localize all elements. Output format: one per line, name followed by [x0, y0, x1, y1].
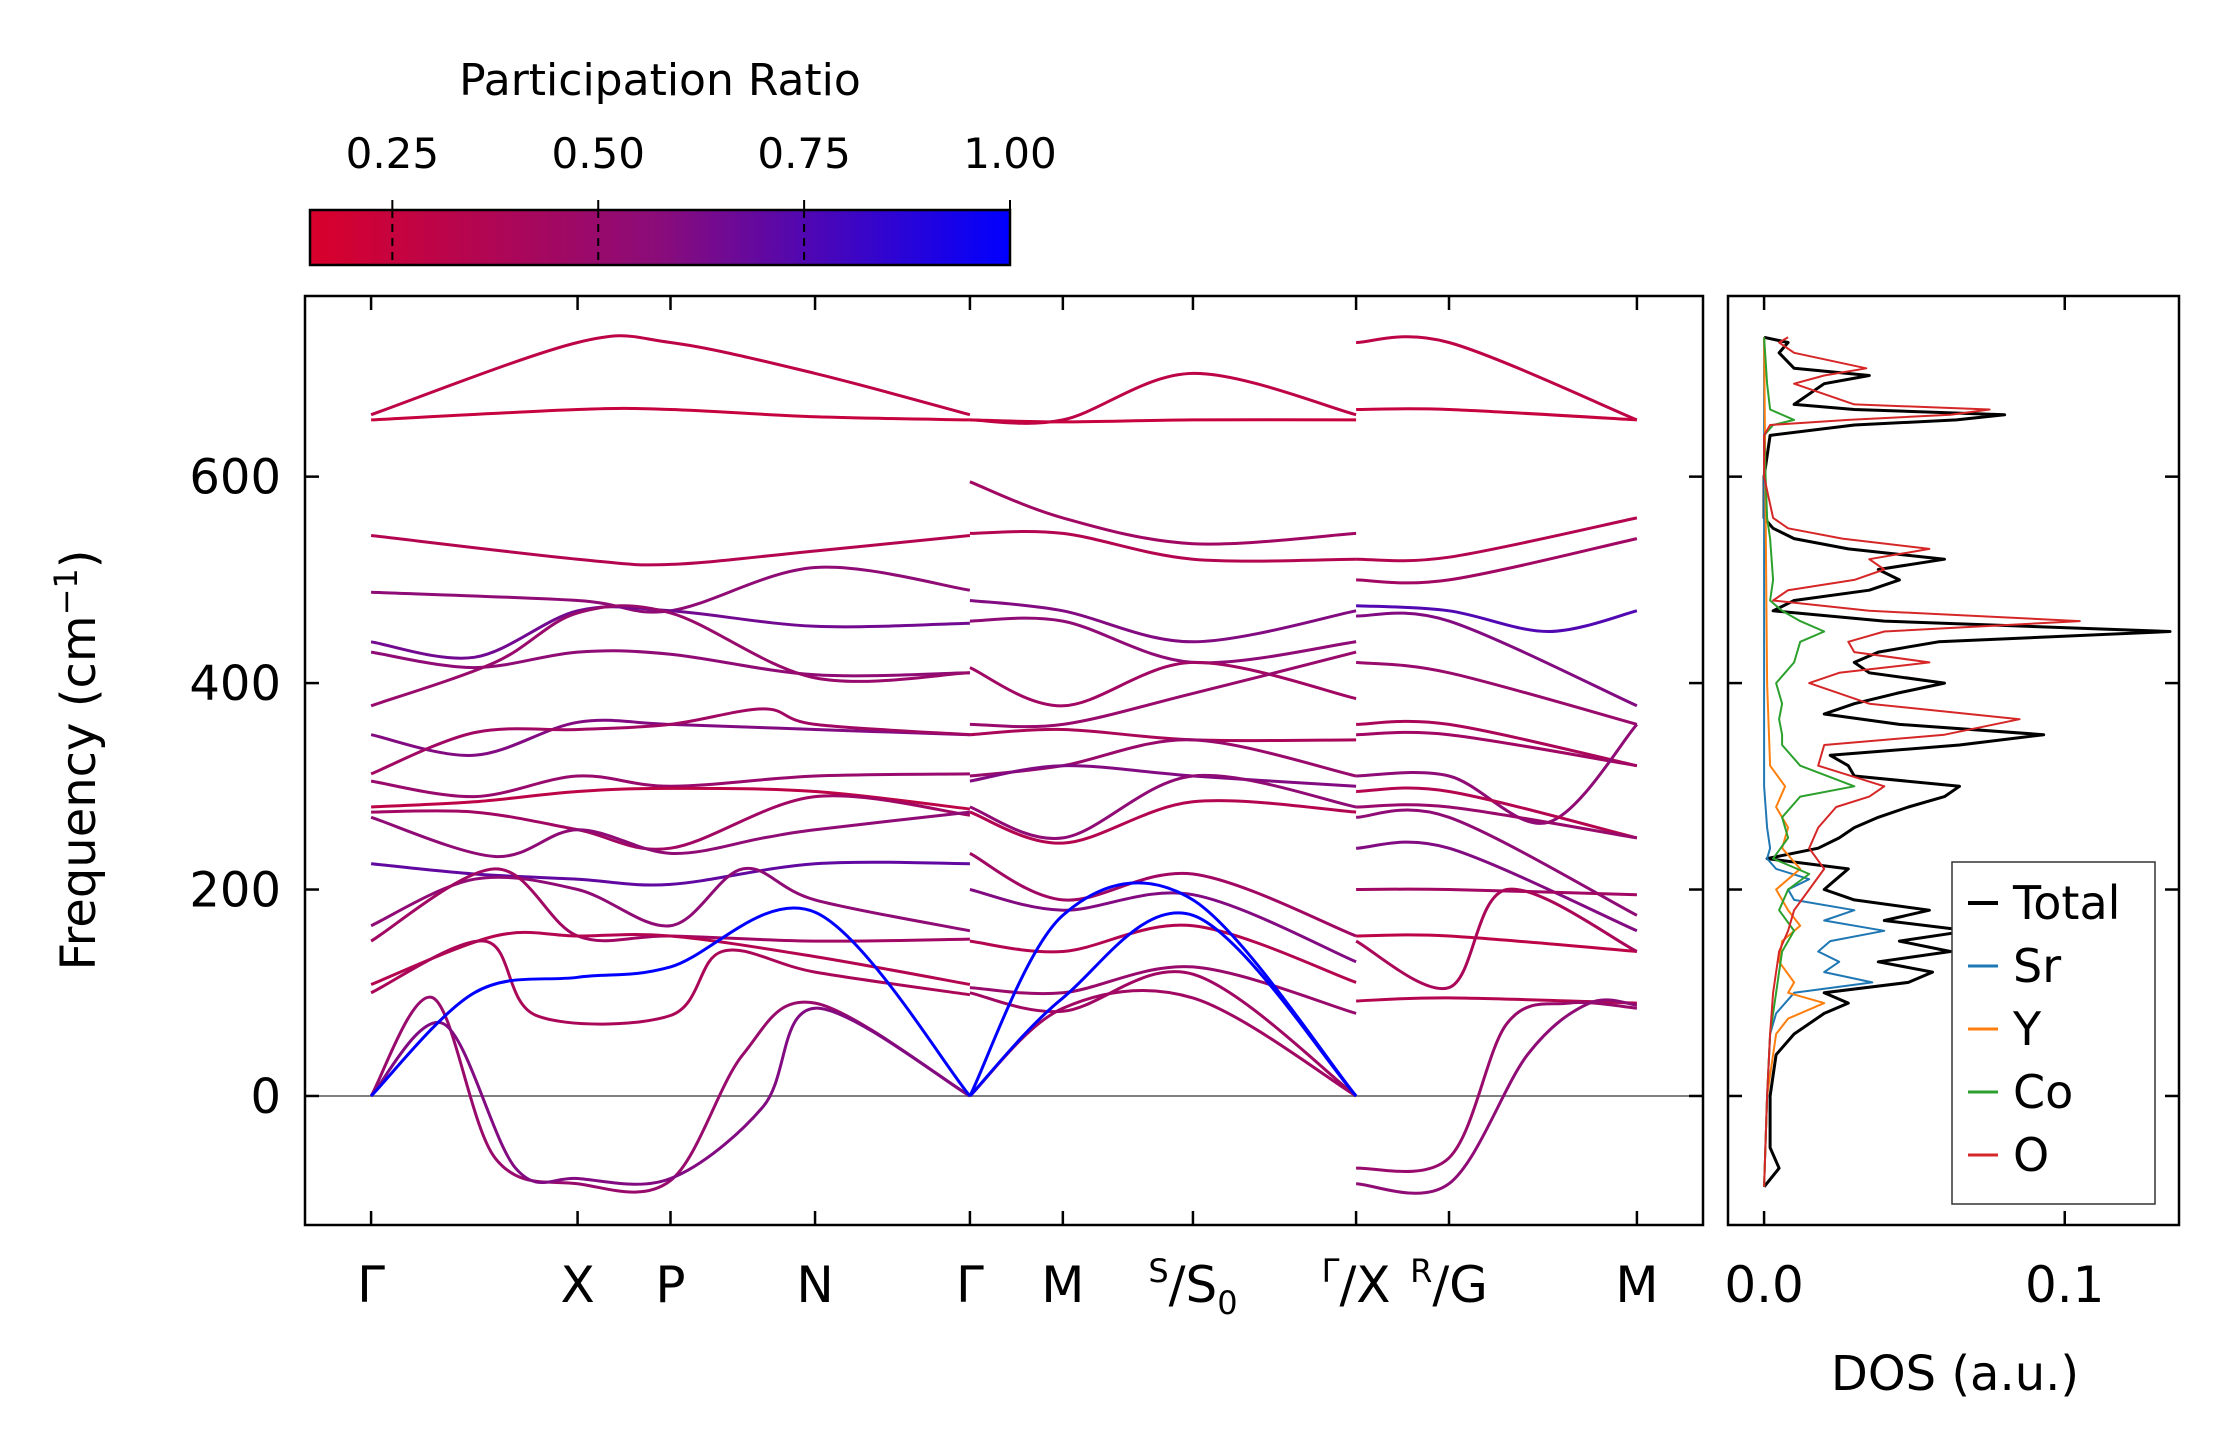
phonon-band [370, 718, 970, 757]
phonon-band [1356, 803, 1638, 840]
legend-label: O [2013, 1128, 2049, 1182]
kpoint-label: P [655, 1256, 685, 1314]
phonon-band [1356, 611, 1638, 708]
phonon-band [370, 707, 970, 776]
phonon-band [1356, 840, 1638, 933]
kpoint-label: M [1615, 1256, 1658, 1314]
legend-label: Y [2012, 1002, 2042, 1056]
phonon-band [370, 605, 970, 660]
phonon-band [370, 534, 971, 567]
phonon-band [969, 799, 1357, 845]
phonon-band [1356, 723, 1639, 825]
legend-label: Total [2012, 876, 2120, 930]
phonon-band [370, 334, 971, 417]
legend-label: Sr [2013, 939, 2061, 993]
phonon-band [370, 860, 970, 887]
y-axis-label-exponent: −1 [47, 568, 85, 615]
kpoint-label: X [560, 1256, 594, 1314]
phonon-band [369, 1006, 971, 1186]
phonon-band [370, 810, 971, 859]
colorbar-tick-label: 0.75 [757, 129, 851, 178]
phonon-band [969, 371, 1357, 425]
dos-plot-frame [1726, 294, 2181, 1227]
y-tick-label: 400 [189, 656, 281, 712]
colorbar-label: Participation Ratio [459, 55, 861, 106]
phonon-band [1356, 887, 1637, 897]
colorbar-tick-label: 0.50 [551, 129, 645, 178]
kpoint-label: R/G [1410, 1252, 1488, 1314]
phonon-band [969, 599, 1357, 644]
phonon-band [969, 616, 1357, 665]
phonon-band [1356, 407, 1637, 422]
legend-frame [1951, 861, 2156, 1205]
phonon-band [969, 480, 1357, 546]
dos-series-y [1763, 337, 1826, 1187]
colorbar: Participation Ratio 0.25 0.50 0.75 1.00 [308, 55, 1057, 267]
phonon-band [1355, 1001, 1638, 1174]
phonon-band [370, 649, 970, 678]
kpoint-label: Γ [956, 1256, 984, 1314]
y-tick-label: 0 [250, 1069, 281, 1125]
y-tick-label: 200 [189, 863, 281, 919]
phonon-band [370, 867, 970, 943]
y-axis-label: Frequency (cm−1) [47, 549, 107, 970]
phonon-band [969, 418, 1357, 424]
colorbar-tick-label: 0.25 [346, 129, 440, 178]
colorbar-gradient [308, 208, 1012, 267]
phonon-band [969, 660, 1357, 708]
phonon-band [1356, 335, 1638, 422]
y-axis-label-close: ) [51, 549, 107, 568]
dos-series-o [1763, 336, 2081, 1187]
kpoint-label: M [1041, 1256, 1084, 1314]
kpoint-label: Γ/X [1322, 1252, 1391, 1314]
y-tick-label: 600 [189, 450, 281, 506]
phonon-band [969, 970, 1357, 1098]
phonon-band [968, 988, 1357, 1098]
dos-x-tick-label: 0.0 [1724, 1256, 1804, 1314]
phonon-band [1356, 516, 1638, 563]
phonon-band [1356, 933, 1638, 953]
phonon-band [370, 772, 970, 799]
kpoint-label: S/S0 [1148, 1252, 1237, 1322]
kpoint-label: Γ [357, 1256, 385, 1314]
phonon-band [371, 786, 971, 811]
phonon-band [969, 650, 1357, 729]
phonon-band [969, 764, 1357, 788]
legend: Total Sr Y Co O [1951, 861, 2156, 1205]
phonon-band [370, 604, 970, 708]
phonon-band [1355, 660, 1638, 726]
phonon-band [1356, 604, 1638, 633]
phonon-band [968, 911, 1358, 1098]
dos-x-tick-label: 0.1 [2025, 1256, 2105, 1314]
colorbar-tick-label: 1.00 [963, 129, 1057, 178]
phonon-band [371, 406, 970, 422]
phonon-band [1356, 719, 1638, 768]
phonon-band [969, 727, 1357, 743]
phonon-band [968, 881, 1358, 1097]
phonon-band [1356, 730, 1638, 768]
phonon-band [1356, 786, 1638, 840]
kpoint-label: N [796, 1256, 833, 1314]
phonon-band [1355, 887, 1638, 991]
phonon-band [969, 888, 1357, 964]
phonon-band [371, 565, 971, 614]
dos-panel: 0.0 0.1 DOS (a.u.) Total Sr Y Co O [1724, 294, 2181, 1402]
phonon-band [1356, 998, 1638, 1195]
phonon-band [370, 866, 971, 933]
phonon-band [969, 852, 1357, 938]
phonon-band [1356, 537, 1638, 585]
phonon-band [969, 530, 1357, 563]
phonon-band [969, 965, 1357, 1015]
phonon-band [969, 773, 1357, 840]
phonon-band [369, 995, 971, 1194]
dos-series-sr [1763, 337, 1886, 1187]
legend-label: Co [2013, 1065, 2073, 1119]
dos-axis-label: DOS (a.u.) [1831, 1346, 2079, 1402]
phonon-band [370, 906, 972, 1098]
band-plot-frame [303, 294, 1705, 1227]
phonon-band [370, 939, 971, 1026]
phonon-band [969, 923, 1357, 984]
